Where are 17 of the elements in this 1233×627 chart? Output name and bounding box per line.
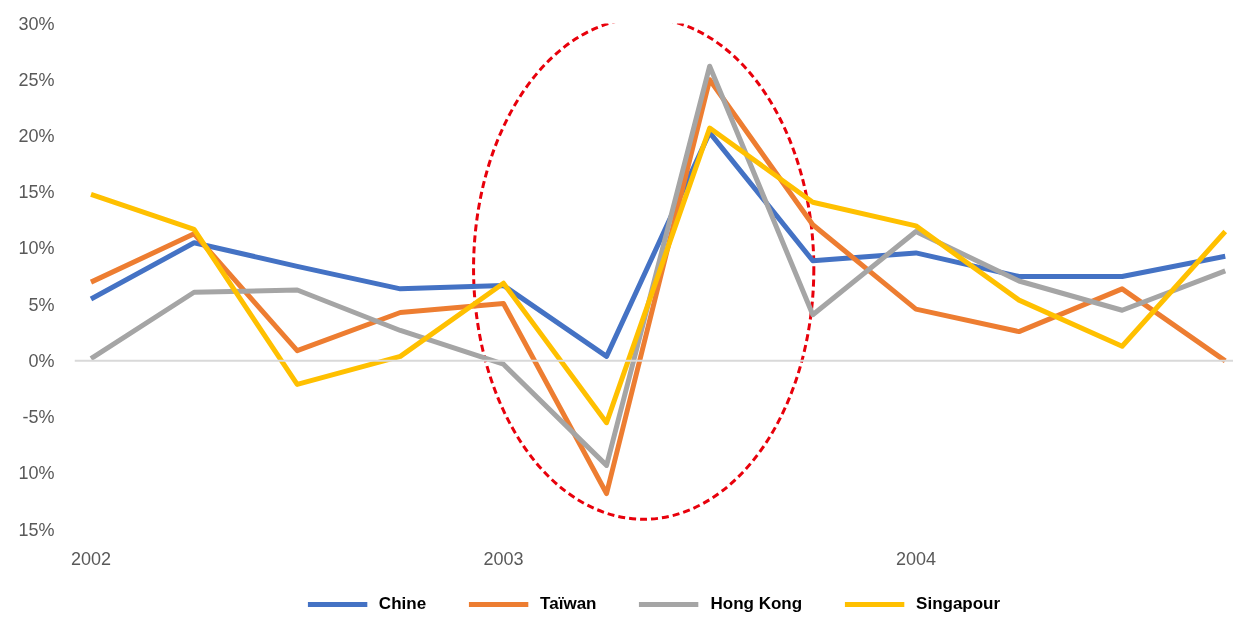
- legend-label: Taïwan: [540, 594, 597, 614]
- y-tick-label: 10%: [18, 463, 55, 484]
- y-tick-label: 15%: [18, 519, 55, 540]
- legend-label: Hong Kong: [710, 594, 803, 614]
- y-tick-label: -5%: [22, 407, 55, 428]
- y-tick-label: 20%: [18, 125, 55, 146]
- x-tick-label: 2004: [895, 548, 936, 569]
- y-tick-label: 25%: [18, 69, 55, 90]
- x-tick-label: 2002: [70, 548, 112, 569]
- y-tick-label: 30%: [18, 13, 55, 34]
- legend-label: Chine: [378, 594, 427, 614]
- y-tick-label: 15%: [18, 182, 55, 203]
- y-tick-label: 0%: [28, 350, 55, 371]
- legend-label: Singapour: [916, 594, 1001, 614]
- x-tick-label: 2003: [483, 548, 524, 569]
- y-tick-label: 10%: [18, 238, 55, 259]
- y-tick-label: 5%: [28, 294, 55, 315]
